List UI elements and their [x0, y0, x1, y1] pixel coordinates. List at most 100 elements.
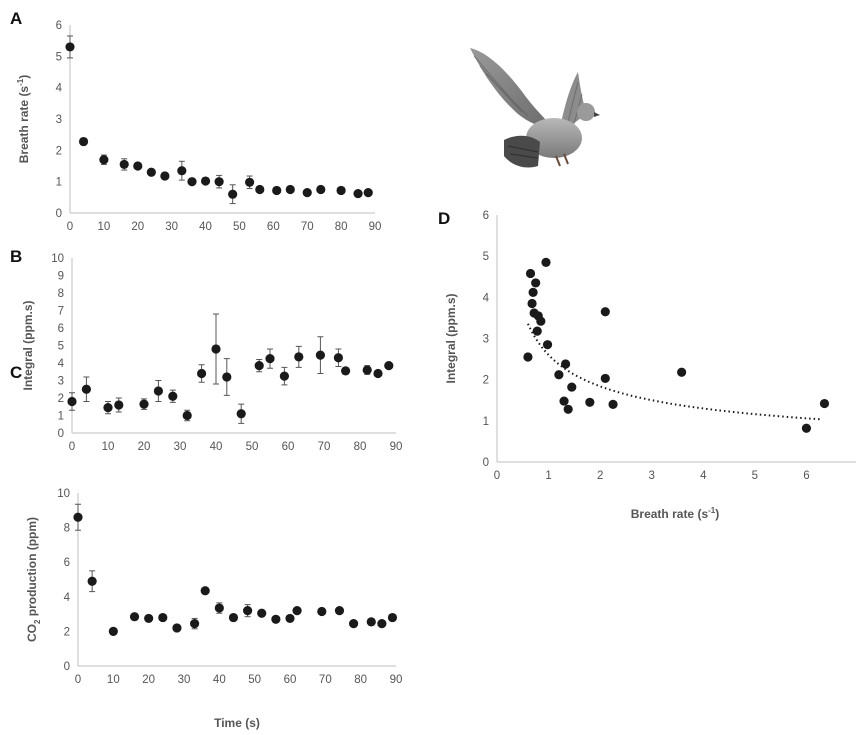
data-point — [78, 136, 89, 147]
data-point — [73, 512, 83, 522]
data-point — [341, 366, 351, 376]
y-tick-label: 1 — [58, 411, 64, 423]
y-tick-label: 3 — [483, 334, 489, 346]
data-point — [608, 399, 618, 409]
y-tick-label: 0 — [64, 661, 70, 673]
y-tick-label: 2 — [56, 145, 62, 157]
data-point — [158, 612, 168, 623]
x-tick-label: 60 — [267, 221, 280, 233]
x-tick-label: 6 — [803, 470, 809, 482]
data-point — [531, 278, 541, 288]
data-point — [302, 188, 312, 198]
x-tick-label: 4 — [700, 470, 707, 482]
data-point — [563, 404, 573, 414]
data-point — [349, 619, 359, 629]
y-axis-title: Integral (ppm.s) — [21, 300, 35, 390]
panel-label-d: D — [438, 209, 450, 228]
x-tick-label: 30 — [178, 674, 191, 686]
data-point — [81, 384, 91, 394]
data-point — [172, 623, 182, 633]
x-tick-label: 80 — [354, 674, 367, 686]
data-point — [528, 287, 538, 297]
data-point — [65, 42, 75, 52]
data-point — [99, 155, 109, 165]
data-point — [600, 307, 610, 317]
y-axis-title: CO2 production (ppm) — [25, 517, 42, 642]
data-point — [285, 184, 295, 195]
y-tick-label: 10 — [57, 488, 70, 500]
data-point — [292, 606, 302, 616]
data-point — [559, 396, 569, 406]
y-tick-label: 10 — [51, 253, 64, 265]
data-point — [182, 410, 192, 421]
data-point — [187, 177, 197, 187]
data-point — [257, 608, 267, 618]
data-point — [315, 350, 325, 360]
y-tick-label: 6 — [483, 210, 489, 222]
y-tick-label: 4 — [58, 358, 65, 370]
data-point — [177, 166, 187, 176]
trendline — [527, 323, 822, 421]
data-point — [190, 619, 200, 629]
data-point — [316, 184, 326, 195]
y-tick-label: 2 — [64, 626, 70, 638]
data-point — [200, 586, 210, 596]
data-point — [541, 257, 551, 267]
y-tick-label: 5 — [483, 251, 489, 263]
data-point — [114, 400, 124, 410]
panel-b: B 0 10 20 30 40 50 60 70 80 90 0 1 2 3 4 5 6 7 8 9 10 Integral… — [10, 247, 402, 453]
data-point — [160, 171, 170, 181]
data-point — [228, 612, 239, 623]
data-point — [384, 361, 394, 371]
x-tick-label: 1 — [545, 470, 551, 482]
x-tick-label: 50 — [246, 441, 259, 453]
x-tick-label: 20 — [138, 441, 151, 453]
data-point — [554, 370, 564, 380]
x-tick-label: 70 — [318, 441, 331, 453]
data-point — [353, 188, 363, 199]
data-point — [377, 619, 387, 629]
x-tick-label: 80 — [335, 221, 348, 233]
data-point — [532, 326, 542, 336]
x-tick-label: 10 — [107, 674, 120, 686]
panel-d: D 0 1 2 3 4 5 6 0 1 2 3 4 5 6 Integral (ppm.s) Breath ra… — [438, 209, 856, 521]
x-axis-title: Time (s) — [214, 716, 260, 730]
x-tick-label: 0 — [494, 470, 500, 482]
y-tick-label: 7 — [58, 306, 64, 318]
data-point — [255, 184, 265, 195]
data-point — [133, 161, 143, 171]
data-point — [585, 397, 595, 407]
y-tick-label: 9 — [58, 271, 64, 283]
data-point — [294, 352, 304, 362]
x-tick-label: 50 — [233, 221, 246, 233]
data-point — [87, 576, 97, 586]
data-point — [197, 368, 207, 379]
data-point — [129, 612, 140, 622]
y-tick-label: 0 — [56, 208, 62, 220]
y-tick-label: 5 — [56, 51, 62, 63]
x-tick-label: 70 — [301, 221, 314, 233]
data-point — [334, 606, 345, 616]
data-point — [363, 188, 373, 198]
data-point — [265, 354, 275, 364]
data-point — [336, 185, 346, 196]
data-point — [245, 177, 255, 187]
data-point — [139, 399, 149, 409]
data-point — [243, 606, 253, 616]
data-point — [214, 603, 224, 613]
data-point — [387, 612, 398, 623]
x-tick-label: 20 — [142, 674, 155, 686]
data-point — [819, 398, 830, 409]
data-point — [272, 185, 282, 196]
data-point — [542, 340, 553, 350]
x-tick-label: 30 — [165, 221, 178, 233]
data-point — [366, 617, 376, 627]
x-tick-label: 3 — [649, 470, 655, 482]
data-point — [146, 167, 156, 177]
x-tick-label: 70 — [319, 674, 332, 686]
x-tick-label: 90 — [390, 441, 403, 453]
data-point — [144, 613, 154, 624]
x-tick-label: 80 — [354, 441, 367, 453]
y-tick-label: 8 — [64, 523, 70, 535]
y-tick-label: 3 — [58, 376, 64, 388]
